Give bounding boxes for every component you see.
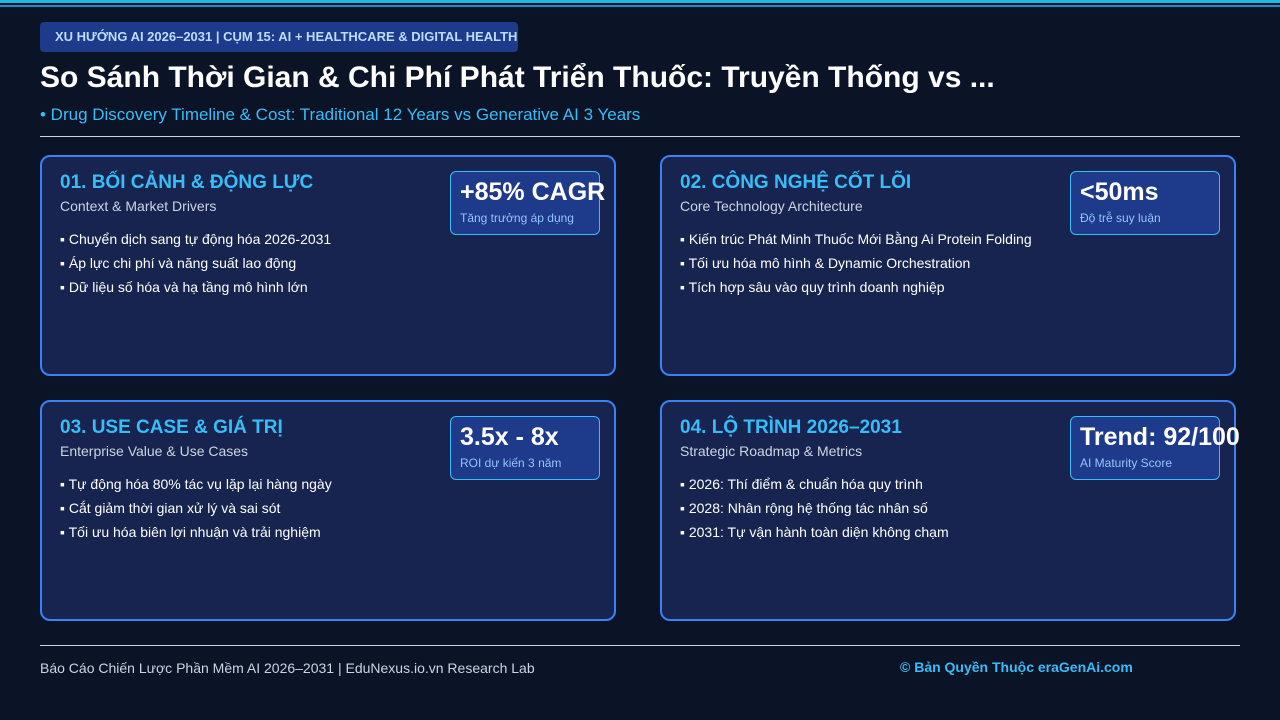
card: 01. BỐI CẢNH & ĐỘNG LỰC Context & Market … [40,155,616,376]
bullet: 2028: Nhân rộng hệ thống tác nhân số [680,496,949,520]
metric-box: +85% CAGR Tăng trưởng áp dụng [450,171,605,235]
bullet: 2031: Tự vận hành toàn diện không chạm [680,520,949,544]
bullet: 2026: Thí điểm & chuẩn hóa quy trình [680,472,949,496]
metric-value: Trend: 92/100 [1080,423,1240,451]
title: So Sánh Thời Gian & Chi Phí Phát Triển T… [40,61,995,94]
top-bar [0,5,1280,7]
metric-box: Trend: 92/100 AI Maturity Score [1070,416,1240,480]
footer-right: © Bản Quyền Thuộc eraGenAi.com [900,659,1133,675]
card: 03. USE CASE & GIÁ TRỊ Enterprise Value &… [40,400,616,621]
metric-label: Độ trễ suy luận [1080,211,1161,225]
card-subtitle: Context & Market Drivers [60,198,217,214]
bullet: Cắt giảm thời gian xử lý và sai sót [60,496,332,520]
card-title: 04. LỘ TRÌNH 2026–2031 [680,417,902,438]
card-title: 01. BỐI CẢNH & ĐỘNG LỰC [60,172,314,193]
bullet: Dữ liệu số hóa và hạ tầng mô hình lớn [60,275,331,299]
bullet: Kiến trúc Phát Minh Thuốc Mới Bằng Ai Pr… [680,227,1032,251]
card-subtitle: Core Technology Architecture [680,198,863,214]
bullet-list: 2026: Thí điểm & chuẩn hóa quy trình2028… [680,472,949,544]
card: 02. CÔNG NGHỆ CỐT LÕI Core Technology Arc… [660,155,1236,376]
tag-box: XU HƯỚNG AI 2026–2031 | CỤM 15: AI + HEA… [40,22,518,52]
bullet: Tối ưu hóa mô hình & Dynamic Orchestrati… [680,251,1032,275]
card-title: 02. CÔNG NGHỆ CỐT LÕI [680,172,912,193]
subtitle: • Drug Discovery Timeline & Cost: Tradit… [40,105,641,124]
card: 04. LỘ TRÌNH 2026–2031 Strategic Roadmap … [660,400,1240,621]
metric-label: ROI dự kiến 3 năm [460,456,562,470]
metric-value: 3.5x - 8x [460,423,559,451]
bullet-list: Kiến trúc Phát Minh Thuốc Mới Bằng Ai Pr… [680,227,1032,299]
bullet-list: Tự động hóa 80% tác vụ lặp lại hàng ngày… [60,472,332,544]
bullet: Tối ưu hóa biên lợi nhuận và trải nghiệm [60,520,332,544]
metric-box: 3.5x - 8x ROI dự kiến 3 năm [450,416,600,480]
metric-value: +85% CAGR [460,178,606,206]
top-bar [0,0,1280,3]
divider [40,136,1240,137]
metric-box: <50ms Độ trễ suy luận [1070,171,1220,235]
bullet: Tích hợp sâu vào quy trình doanh nghiệp [680,275,1032,299]
card-subtitle: Strategic Roadmap & Metrics [680,443,863,459]
divider [40,645,1240,646]
tag: XU HƯỚNG AI 2026–2031 | CỤM 15: AI + HEA… [55,29,518,44]
bullet-list: Chuyển dịch sang tự động hóa 2026-2031Áp… [60,227,331,299]
card-title: 03. USE CASE & GIÁ TRỊ [60,417,283,438]
footer-left: Báo Cáo Chiến Lược Phần Mềm AI 2026–2031… [40,660,535,676]
bullet: Tự động hóa 80% tác vụ lặp lại hàng ngày [60,472,332,496]
metric-label: Tăng trưởng áp dụng [460,211,574,225]
bullet: Chuyển dịch sang tự động hóa 2026-2031 [60,227,331,251]
metric-label: AI Maturity Score [1080,456,1173,470]
bullet: Áp lực chi phí và năng suất lao động [60,251,331,275]
card-subtitle: Enterprise Value & Use Cases [60,443,249,459]
metric-value: <50ms [1080,178,1159,206]
